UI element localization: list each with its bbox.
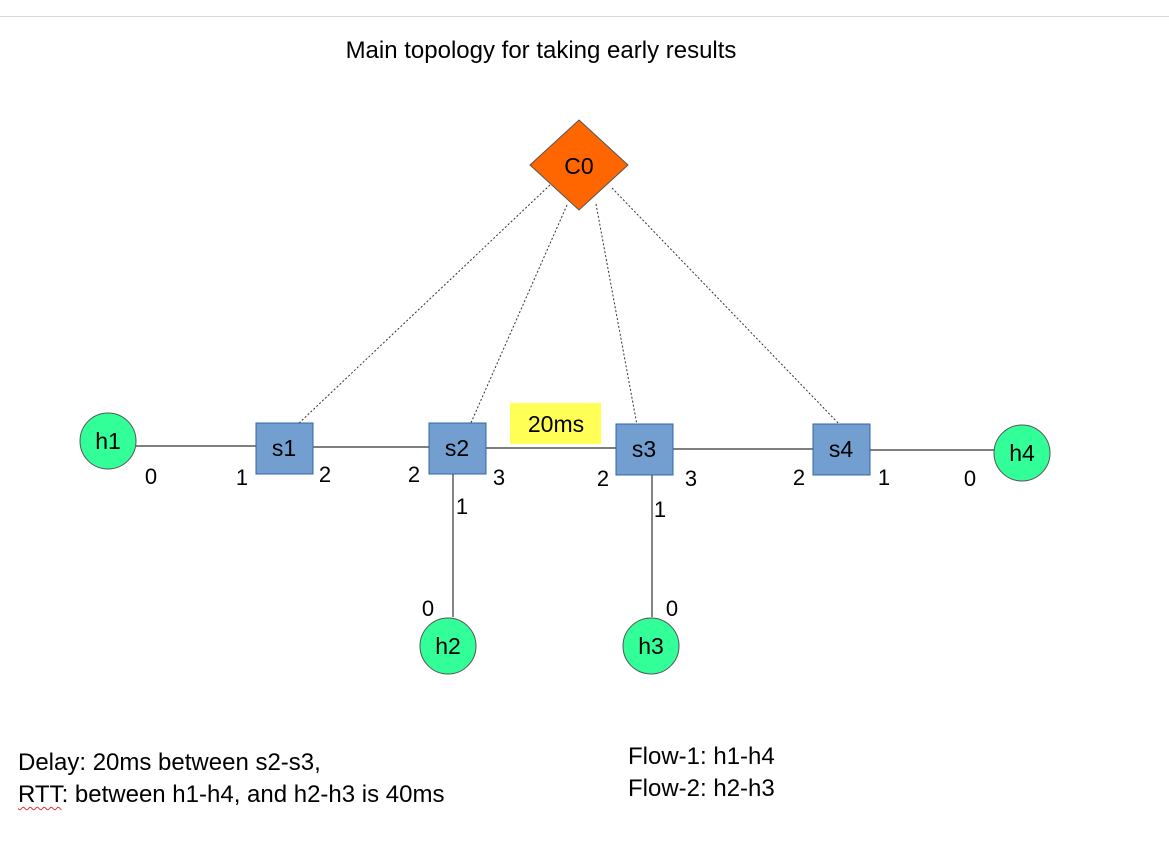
- host-h1: h1: [79, 412, 137, 470]
- top-divider: [0, 16, 1169, 17]
- flow1-line: Flow-1: h1-h4: [628, 743, 775, 770]
- port-label-h3: 0: [666, 596, 678, 621]
- control-link-s1: [296, 184, 551, 426]
- switch-box: [615, 423, 674, 476]
- controller-node: C0: [529, 119, 629, 211]
- port-label-s4-left: 2: [793, 465, 805, 490]
- host-h3: h3: [622, 617, 680, 675]
- delay-note-line: Delay: 20ms between s2-s3,: [18, 749, 321, 776]
- host-label: h1: [95, 428, 121, 454]
- control-link-s4: [611, 187, 841, 426]
- port-label-s1-right: 2: [319, 462, 331, 487]
- host-circle: [419, 617, 477, 675]
- control-link-s2: [469, 204, 568, 426]
- host-label: h3: [638, 633, 664, 659]
- switch-label: s4: [829, 436, 854, 462]
- host-circle: [622, 617, 680, 675]
- switch-s2: s2: [428, 422, 487, 475]
- delay-badge-bg: [510, 403, 601, 444]
- host-label: h4: [1009, 440, 1035, 466]
- port-label-s2-right: 3: [493, 465, 505, 490]
- host-h2: h2: [419, 617, 477, 675]
- rtt-word: RTT: [18, 781, 62, 808]
- controller-label: C0: [564, 153, 593, 179]
- host-h4: h4: [993, 424, 1051, 482]
- port-label-s4-right: 1: [878, 465, 890, 490]
- switch-label: s2: [445, 435, 469, 461]
- rtt-note-text: : between h1-h4, and h2-h3 is 40ms: [61, 781, 445, 808]
- flow-note: Flow-1: h1-h4 Flow-2: h2-h3: [628, 741, 775, 805]
- switch-box: [255, 422, 314, 475]
- diagram-title: Main topology for taking early results: [346, 37, 737, 64]
- port-label-h4: 0: [964, 466, 976, 491]
- switch-s1: s1: [255, 422, 314, 475]
- switch-s4: s4: [812, 423, 871, 476]
- port-label-s3-right: 3: [685, 466, 697, 491]
- flow2-line: Flow-2: h2-h3: [628, 775, 775, 802]
- rtt-note-line: RTT: between h1-h4, and h2-h3 is 40ms: [18, 779, 444, 811]
- switch-box: [812, 423, 871, 476]
- port-label-h1: 0: [145, 464, 157, 489]
- host-circle: [993, 424, 1051, 482]
- switch-label: s3: [632, 436, 656, 462]
- controller-diamond: [529, 119, 629, 211]
- host-label: h2: [435, 633, 461, 659]
- port-label-h2: 0: [422, 596, 434, 621]
- switch-box: [428, 422, 487, 475]
- delay-badge-label: 20ms: [528, 411, 584, 437]
- port-label-s1-left: 1: [236, 465, 248, 490]
- delay-badge: 20ms: [510, 403, 601, 444]
- port-label-s3-down: 1: [654, 497, 666, 522]
- control-link-s3: [595, 203, 638, 426]
- port-label-s2-left: 2: [408, 462, 420, 487]
- switch-label: s1: [272, 435, 296, 461]
- port-label-s2-down: 1: [456, 494, 468, 519]
- delay-note: Delay: 20ms between s2-s3, RTT: between …: [18, 747, 444, 811]
- port-label-s3-left: 2: [597, 466, 609, 491]
- switch-s3: s3: [615, 423, 674, 476]
- host-circle: [79, 412, 137, 470]
